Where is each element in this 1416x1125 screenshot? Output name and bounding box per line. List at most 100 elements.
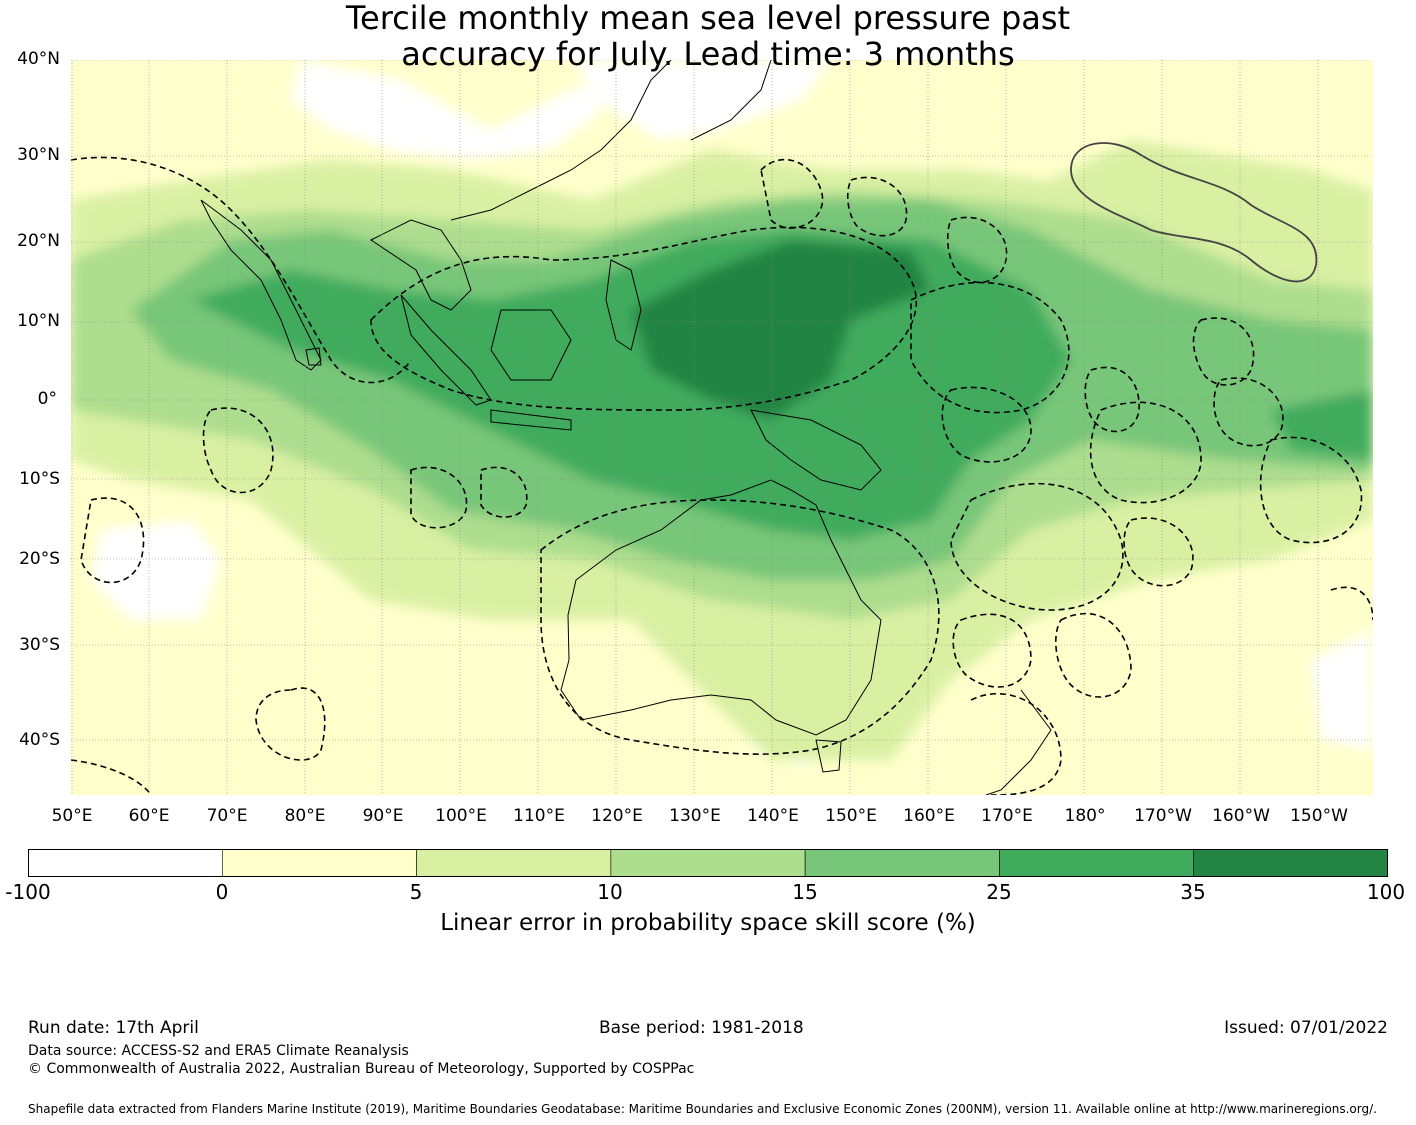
lat-tick: 20°S (19, 549, 60, 569)
lat-tick: 20°N (17, 231, 60, 251)
lon-tick: 180° (1064, 806, 1106, 826)
china-coastline (450, 60, 672, 221)
lat-tick: 40°N (17, 49, 60, 69)
copyright: © Commonwealth of Australia 2022, Austra… (28, 1061, 695, 1077)
lon-tick: 160°W (1212, 806, 1270, 826)
colorbar-segment (610, 849, 806, 877)
colorbar-tick: 100 (1366, 880, 1406, 904)
eez-boundary (1330, 586, 1373, 621)
title-line-2: accuracy for July. Lead time: 3 months (401, 35, 1015, 73)
colorbar-tick: 10 (597, 880, 623, 904)
colorbar-tick: -100 (5, 880, 51, 904)
eez-boundary (950, 482, 1124, 611)
eez-boundary (1192, 317, 1255, 386)
shapefile-credit: Shapefile data extracted from Flanders M… (28, 1102, 1377, 1116)
sumatra-coastline (400, 294, 492, 406)
eez-boundary (255, 687, 326, 761)
colorbar-segment (804, 849, 1000, 877)
lat-tick: 10°S (19, 469, 60, 489)
lat-tick: 30°N (17, 145, 60, 165)
eez-boundary (941, 386, 1032, 463)
colorbar (28, 849, 1388, 877)
colorbar-tick: 25 (986, 880, 1012, 904)
eez-boundary (846, 176, 908, 237)
borneo-coastline (490, 309, 572, 381)
lon-tick: 170°W (1134, 806, 1192, 826)
eez-boundary (370, 226, 917, 411)
eez-boundaries (71, 156, 1373, 795)
lat-tick: 10°N (17, 311, 60, 331)
india-coastline (200, 199, 322, 371)
lon-tick: 50°E (51, 806, 93, 826)
colorbar-segment (1193, 849, 1388, 877)
lon-tick: 130°E (669, 806, 721, 826)
lon-tick: 160°E (903, 806, 955, 826)
lon-tick: 90°E (362, 806, 404, 826)
hawaii-eez-outline (1070, 142, 1318, 283)
negative-skill-region (91, 520, 221, 620)
colorbar-tick: 5 (409, 880, 423, 904)
lon-tick: 120°E (591, 806, 643, 826)
java-coastline (490, 409, 572, 431)
eez-boundary (760, 158, 824, 229)
lon-tick: 150°E (825, 806, 877, 826)
eez-boundary (1259, 436, 1363, 544)
colorbar-tick: 0 (215, 880, 229, 904)
eez-boundary (970, 692, 1062, 795)
base-period: Base period: 1981-2018 (599, 1018, 804, 1038)
colorbar-segment (221, 849, 417, 877)
skill-score-map (71, 60, 1373, 795)
tasmania-coastline (815, 739, 842, 773)
lon-tick: 150°W (1290, 806, 1348, 826)
lon-tick: 140°E (747, 806, 799, 826)
lon-tick: 80°E (284, 806, 326, 826)
lon-tick: 70°E (206, 806, 248, 826)
eez-boundary (1084, 366, 1140, 433)
eez-boundary (202, 407, 274, 494)
eez-boundary (952, 613, 1032, 688)
issued-date: Issued: 07/01/2022 (1224, 1018, 1388, 1038)
eez-boundary (71, 156, 412, 384)
sri-lanka-coastline (305, 347, 322, 366)
lon-tick: 60°E (128, 806, 170, 826)
eez-boundary (1213, 377, 1284, 447)
eez-boundary (540, 499, 940, 755)
skill-band-35-100 (631, 240, 931, 420)
eez-boundary (71, 759, 152, 795)
new-guinea-coastline (750, 409, 882, 491)
new-zealand-coastline (985, 689, 1052, 795)
negative-skill-region (1311, 630, 1373, 750)
colorbar-title: Linear error in probability space skill … (440, 910, 976, 936)
negative-skill-region (571, 60, 831, 140)
philippines-coastline (605, 259, 642, 351)
lat-tick: 40°S (19, 730, 60, 750)
colorbar-segment (416, 849, 612, 877)
eez-boundary (410, 466, 468, 529)
lon-tick: 110°E (513, 806, 565, 826)
colorbar-segment (999, 849, 1195, 877)
indochina-coastline (370, 219, 472, 311)
lat-tick: 30°S (19, 635, 60, 655)
colorbar-tick: 35 (1180, 880, 1206, 904)
colorbar-tick: 15 (792, 880, 818, 904)
eez-boundary (1055, 612, 1132, 698)
coastlines (200, 60, 1052, 795)
eez-boundary (80, 497, 145, 584)
data-source: Data source: ACCESS-S2 and ERA5 Climate … (28, 1043, 409, 1059)
eez-boundary (1089, 401, 1202, 504)
negative-skill-region (291, 60, 631, 160)
eez-boundary (1123, 517, 1194, 587)
colorbar-segment (28, 849, 223, 877)
skill-band-25-35 (1271, 390, 1373, 460)
run-date: Run date: 17th April (28, 1018, 199, 1038)
map-title: Tercile monthly mean sea level pressure … (180, 0, 1236, 72)
eez-boundary (480, 466, 528, 518)
title-line-1: Tercile monthly mean sea level pressure … (345, 0, 1071, 37)
eez-boundary (910, 281, 1070, 414)
graticule (71, 60, 1373, 795)
lon-tick: 170°E (981, 806, 1033, 826)
australia-coastline (560, 479, 882, 736)
japan-coastline (690, 60, 772, 141)
lon-tick: 100°E (435, 806, 487, 826)
eez-boundary (946, 216, 1008, 284)
